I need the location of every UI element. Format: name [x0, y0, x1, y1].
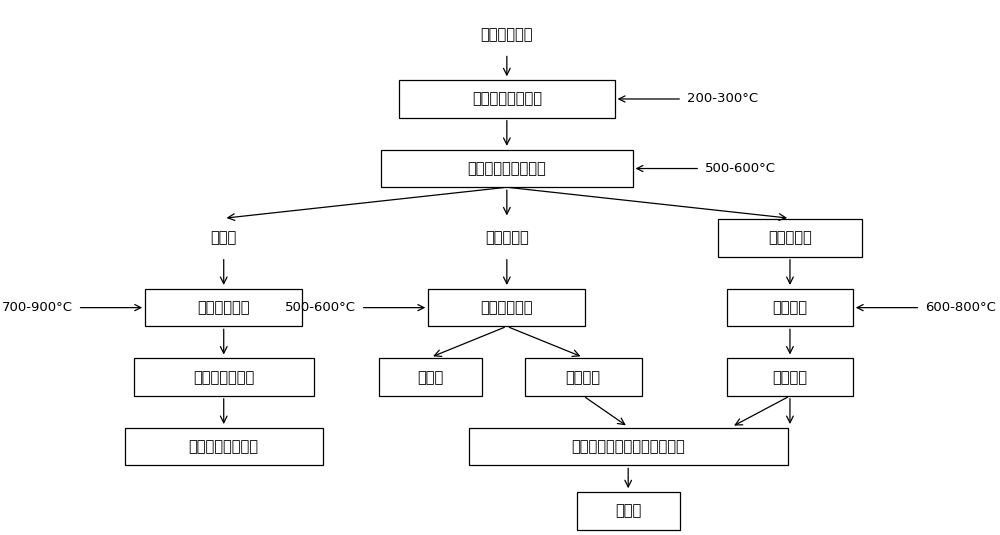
Text: 200-300°C: 200-300°C — [687, 93, 758, 105]
Text: 500-600°C: 500-600°C — [705, 162, 776, 175]
Text: 700-900°C: 700-900°C — [2, 301, 73, 314]
Bar — [381, 150, 633, 187]
Text: 600-800°C: 600-800°C — [925, 301, 996, 314]
Text: 生物质废弃物: 生物质废弃物 — [481, 27, 533, 42]
Text: 生物质原位催化热解: 生物质原位催化热解 — [467, 161, 546, 176]
Bar — [525, 358, 642, 396]
Text: 燃料电池、内燃机、燃气轮机: 燃料电池、内燃机、燃气轮机 — [571, 439, 685, 454]
Text: 在线催化提质: 在线催化提质 — [481, 300, 533, 315]
Bar — [718, 219, 862, 257]
Bar — [379, 358, 482, 396]
Bar — [469, 428, 788, 465]
Text: 500-600°C: 500-600°C — [285, 301, 356, 314]
Text: 气体燃料: 气体燃料 — [772, 370, 807, 385]
Bar — [134, 358, 314, 396]
Text: 活化氮化改性: 活化氮化改性 — [197, 300, 250, 315]
Text: 多孔掺氮炭材料: 多孔掺氮炭材料 — [193, 370, 254, 385]
Text: 不可凝气体: 不可凝气体 — [768, 231, 812, 246]
Text: 生物质烘焙预处理: 生物质烘焙预处理 — [472, 91, 542, 106]
Bar — [727, 358, 853, 396]
Bar — [577, 492, 680, 530]
Text: 生物炭: 生物炭 — [211, 231, 237, 246]
Bar — [727, 289, 853, 326]
Bar — [399, 80, 615, 118]
Text: 化学品: 化学品 — [417, 370, 444, 385]
Bar — [145, 289, 302, 326]
Bar — [125, 428, 323, 465]
Text: 液体燃料: 液体燃料 — [566, 370, 601, 385]
Text: 热解挥发分: 热解挥发分 — [485, 231, 529, 246]
Text: 电、热: 电、热 — [615, 503, 641, 518]
Text: 催化重整: 催化重整 — [772, 300, 807, 315]
Text: 电极材料、催化剂: 电极材料、催化剂 — [189, 439, 259, 454]
Bar — [428, 289, 585, 326]
